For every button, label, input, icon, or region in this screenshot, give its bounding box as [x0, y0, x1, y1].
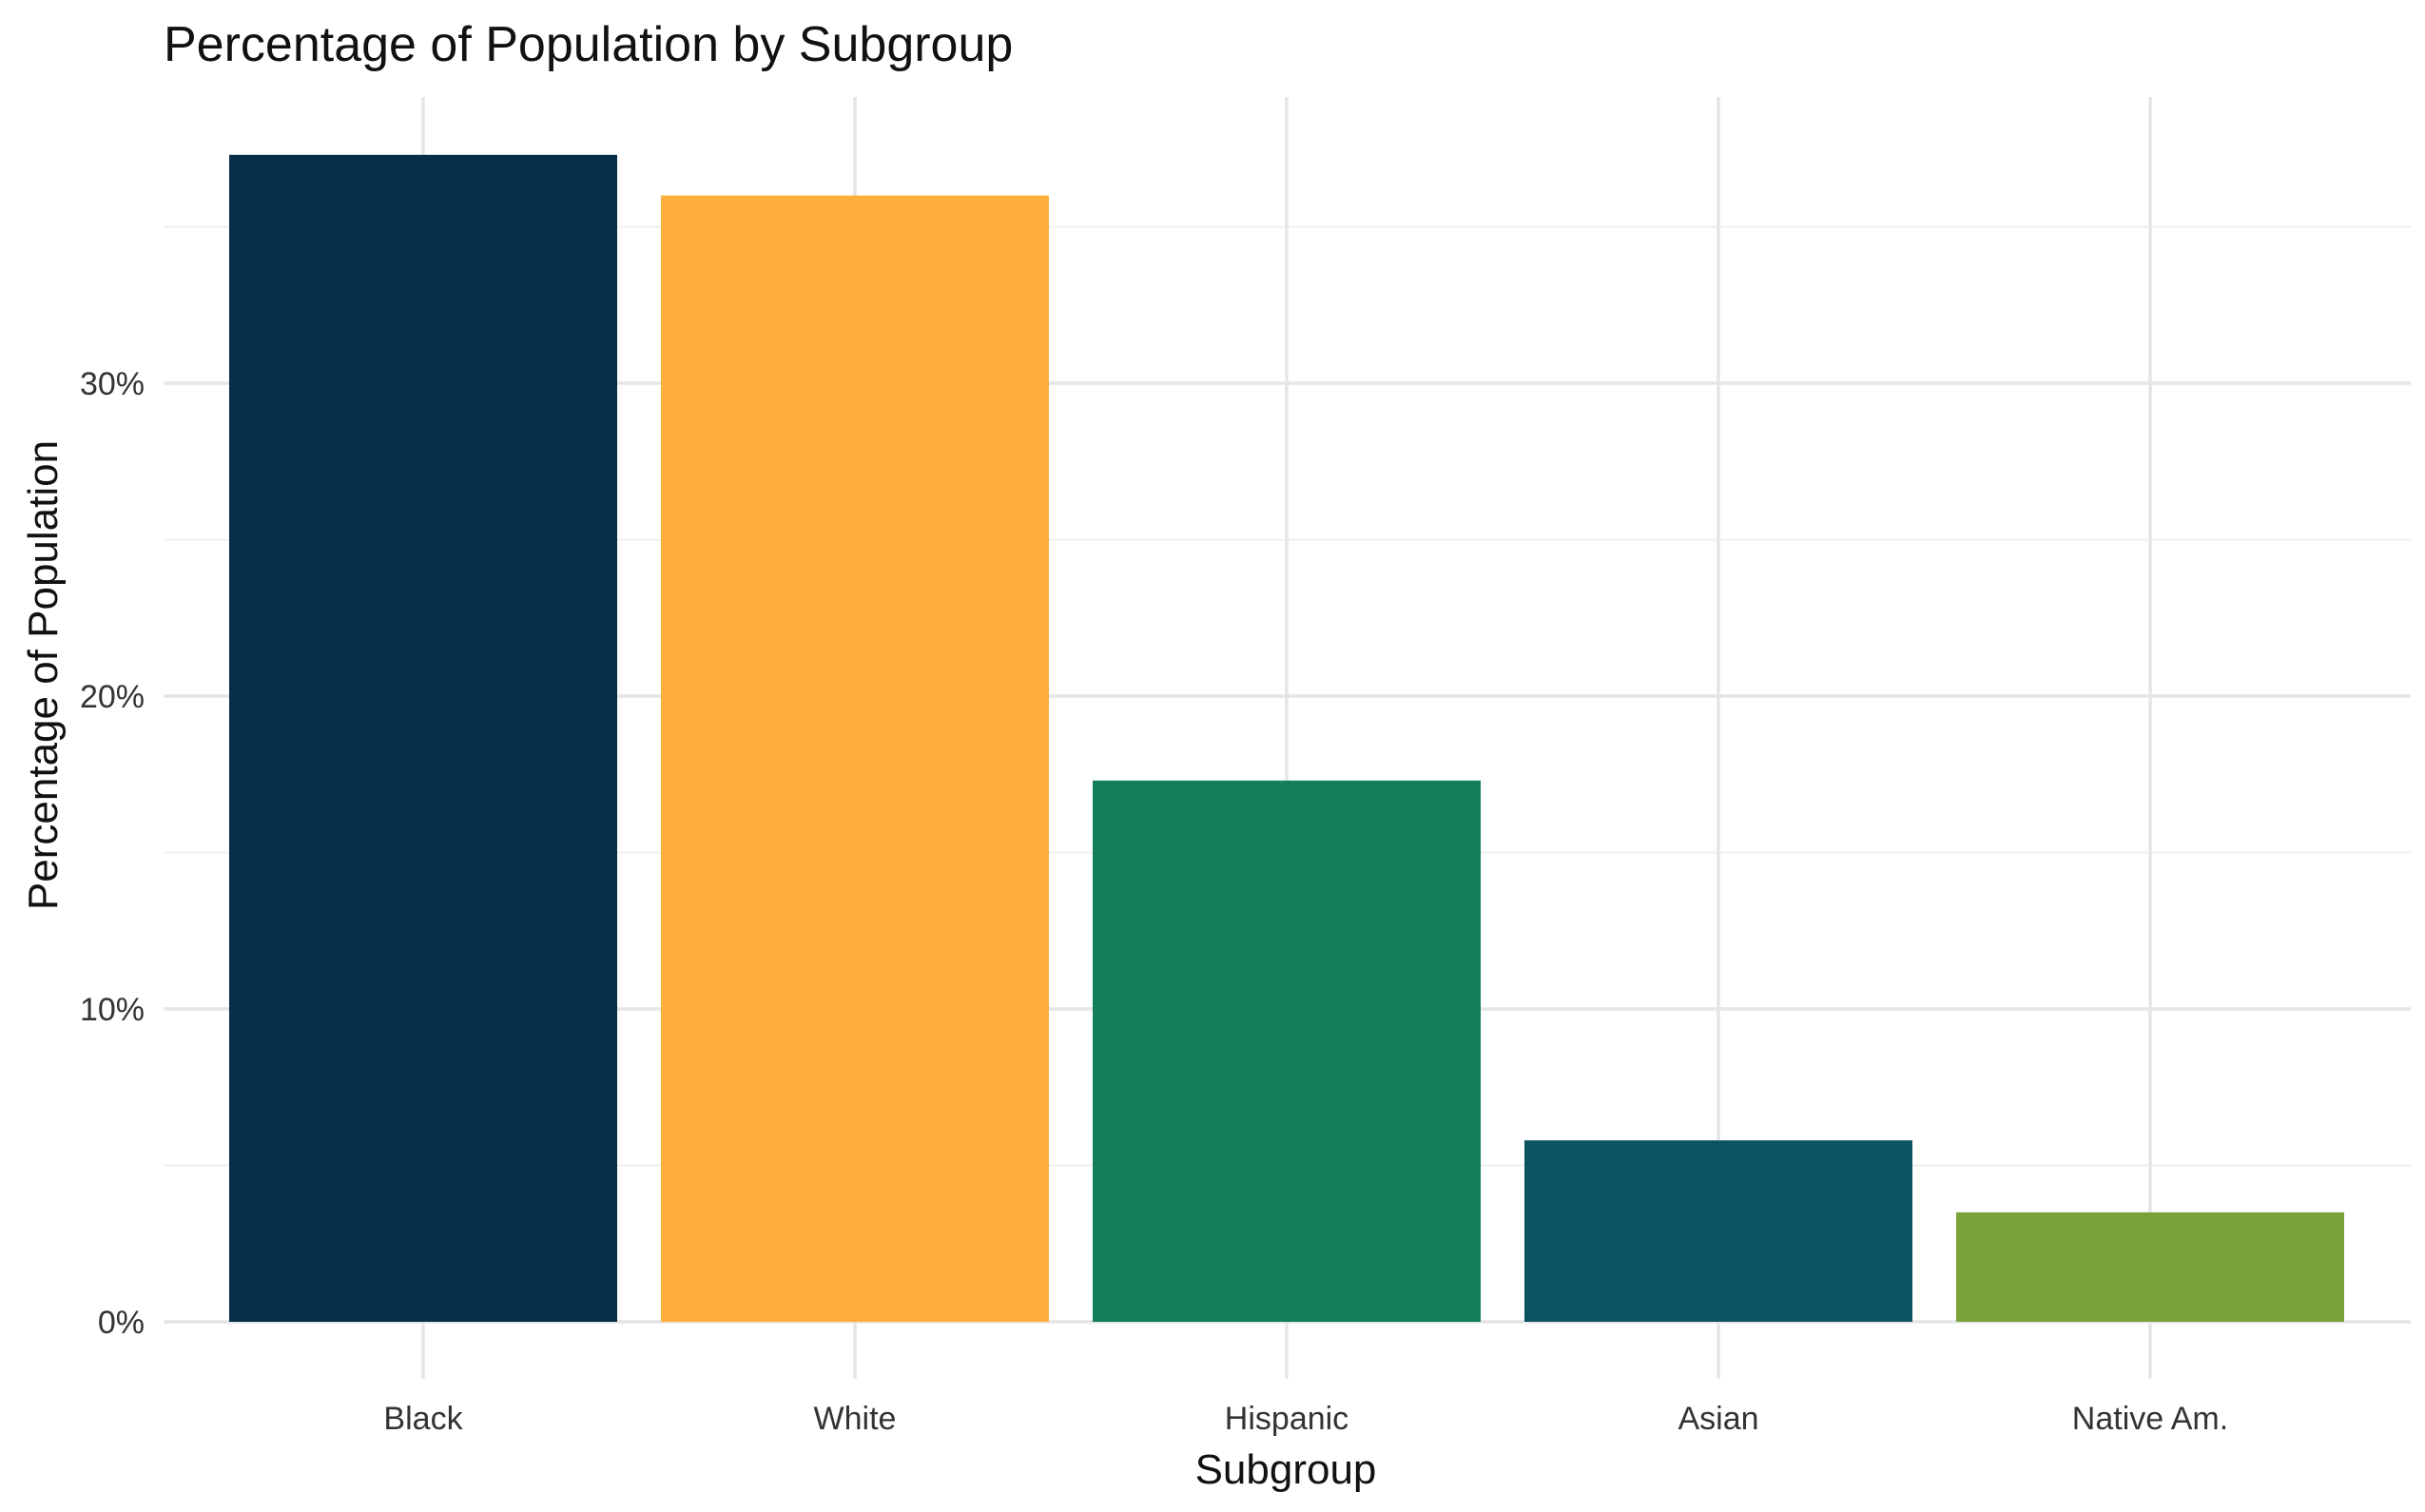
x-tick-label: Native Am. — [2072, 1401, 2228, 1437]
bar-hispanic — [1093, 780, 1481, 1322]
x-tick-label: Black — [383, 1401, 463, 1437]
y-tick-label: 0% — [98, 1305, 145, 1341]
y-tick-label: 20% — [80, 679, 145, 715]
x-tick-label: Asian — [1678, 1401, 1758, 1437]
bar-native-am — [1956, 1212, 2344, 1322]
y-tick-label: 10% — [80, 992, 145, 1028]
bar-white — [661, 195, 1049, 1323]
bars — [229, 154, 2344, 1323]
y-axis-title: Percentage of Population — [20, 440, 67, 910]
x-tick-label: Hispanic — [1225, 1401, 1348, 1437]
chart-title: Percentage of Population by Subgroup — [164, 17, 1013, 72]
x-tick-label: White — [814, 1401, 897, 1437]
y-axis-ticks: 0% 10% 20% 30% — [80, 366, 145, 1341]
bar-black — [229, 154, 617, 1323]
x-axis-ticks: Black White Hispanic Asian Native Am. — [383, 1401, 2228, 1437]
bar-asian — [1524, 1140, 1912, 1322]
x-axis-title: Subgroup — [1195, 1446, 1377, 1493]
y-tick-label: 30% — [80, 366, 145, 402]
